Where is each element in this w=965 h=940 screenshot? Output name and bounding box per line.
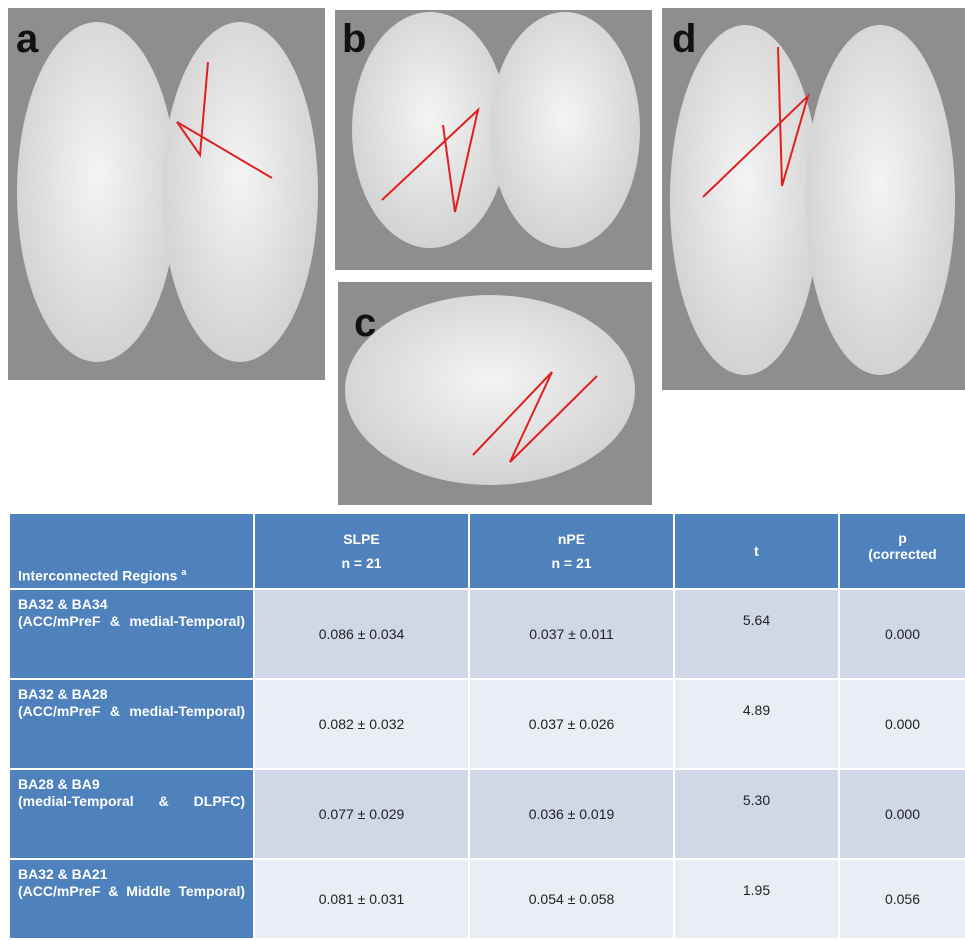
header-cell: p(corrected (839, 513, 965, 589)
header-text: Interconnected Regions (18, 568, 177, 584)
panel-b (335, 10, 652, 270)
slpe-cell: 0.086 ± 0.034 (254, 589, 469, 679)
header-text: nPE (478, 531, 665, 547)
region-pair: BA32 & BA28 (18, 686, 245, 703)
t-cell: 5.30 (674, 769, 839, 859)
p-cell: 0.000 (839, 589, 965, 679)
t-cell: 4.89 (674, 679, 839, 769)
header-cell: t (674, 513, 839, 589)
t-cell: 5.64 (674, 589, 839, 679)
header-text: n = 21 (478, 555, 665, 571)
p-cell: 0.000 (839, 679, 965, 769)
region-desc: (medial-Temporal & DLPFC) (18, 793, 245, 810)
header-text: p (848, 530, 957, 546)
table-row: BA28 & BA9(medial-Temporal & DLPFC)0.077… (9, 769, 965, 859)
p-cell: 0.000 (839, 769, 965, 859)
slpe-cell: 0.077 ± 0.029 (254, 769, 469, 859)
npe-cell: 0.036 ± 0.019 (469, 769, 674, 859)
table-body: BA32 & BA34(ACC/mPreF & medial-Temporal)… (9, 589, 965, 939)
region-cell: BA28 & BA9(medial-Temporal & DLPFC) (9, 769, 254, 859)
header-text: t (683, 543, 830, 559)
page: a b c d Interconnected Regions a SLPE n =… (0, 0, 965, 938)
header-text: SLPE (263, 531, 460, 547)
npe-cell: 0.037 ± 0.011 (469, 589, 674, 679)
region-cell: BA32 & BA34(ACC/mPreF & medial-Temporal) (9, 589, 254, 679)
t-cell: 1.95 (674, 859, 839, 939)
panel-c (338, 282, 652, 505)
panel-d (662, 8, 965, 390)
region-cell: BA32 & BA28(ACC/mPreF & medial-Temporal) (9, 679, 254, 769)
panel-a (8, 8, 325, 380)
region-pair: BA28 & BA9 (18, 776, 245, 793)
panel-label: d (672, 17, 696, 61)
header-cell: SLPE n = 21 (254, 513, 469, 589)
region-desc: (ACC/mPreF & medial-Temporal) (18, 613, 245, 630)
header-text: (corrected (848, 546, 957, 562)
table-row: BA32 & BA34(ACC/mPreF & medial-Temporal)… (9, 589, 965, 679)
region-pair: BA32 & BA34 (18, 596, 245, 613)
slpe-cell: 0.081 ± 0.031 (254, 859, 469, 939)
p-cell: 0.056 (839, 859, 965, 939)
region-desc: (ACC/mPreF & Middle Temporal) (18, 883, 245, 900)
header-cell: Interconnected Regions a (9, 513, 254, 589)
brain-figure: a b c d (0, 0, 965, 512)
header-text: n = 21 (263, 555, 460, 571)
panel-label: c (354, 301, 376, 345)
region-pair: BA32 & BA21 (18, 866, 245, 883)
npe-cell: 0.054 ± 0.058 (469, 859, 674, 939)
footnote-mark: a (181, 567, 186, 577)
table-row: BA32 & BA21(ACC/mPreF & Middle Temporal)… (9, 859, 965, 939)
npe-cell: 0.037 ± 0.026 (469, 679, 674, 769)
region-desc: (ACC/mPreF & medial-Temporal) (18, 703, 245, 720)
panel-label: b (342, 17, 366, 61)
table-row: BA32 & BA28(ACC/mPreF & medial-Temporal)… (9, 679, 965, 769)
region-cell: BA32 & BA21(ACC/mPreF & Middle Temporal) (9, 859, 254, 939)
header-cell: nPE n = 21 (469, 513, 674, 589)
panel-label: a (16, 17, 39, 61)
slpe-cell: 0.082 ± 0.032 (254, 679, 469, 769)
